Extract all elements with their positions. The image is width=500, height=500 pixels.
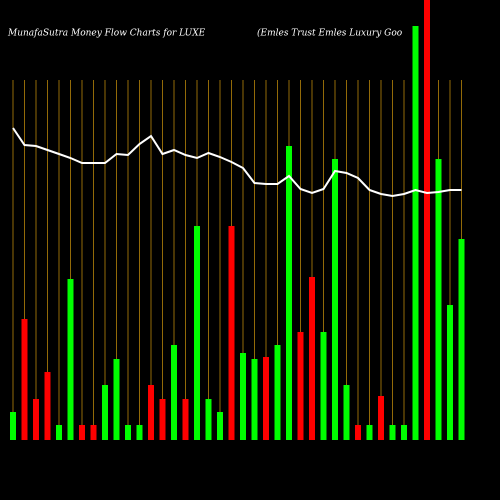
bar (136, 425, 143, 440)
bar (21, 319, 28, 440)
bar (401, 425, 407, 440)
bar (159, 399, 166, 440)
bar (125, 425, 131, 440)
bar (67, 279, 74, 440)
bar (251, 359, 258, 440)
bar (389, 425, 396, 440)
bar (33, 399, 39, 440)
chart-title: MunafaSutra Money Flow Charts for LUXE (7, 29, 206, 39)
bar (113, 359, 120, 440)
bar (79, 425, 85, 440)
bar (332, 159, 338, 440)
bar (424, 0, 430, 440)
bar (90, 425, 97, 440)
bar (228, 226, 235, 440)
bar (412, 26, 419, 440)
bar (182, 399, 189, 440)
chart-subtitle: (Emles Trust Emles Luxury Goo (257, 28, 403, 39)
bar (435, 159, 442, 440)
bar (10, 412, 16, 440)
bar (240, 353, 246, 440)
bar (56, 425, 62, 440)
bar (447, 305, 453, 440)
bar (171, 345, 177, 440)
bar (366, 425, 373, 440)
bar (148, 385, 154, 440)
bar (378, 396, 384, 440)
bar (343, 385, 350, 440)
bar (44, 372, 51, 440)
bar (309, 277, 315, 440)
bar (320, 332, 327, 440)
bar (194, 226, 200, 440)
bar (286, 146, 292, 440)
bar (102, 385, 108, 440)
bar (217, 412, 223, 440)
bar (297, 332, 304, 440)
flow-line (12, 127, 462, 198)
bar (263, 357, 269, 440)
bar (274, 345, 281, 440)
bar (205, 399, 212, 440)
bar (355, 425, 361, 440)
bar (458, 239, 465, 440)
